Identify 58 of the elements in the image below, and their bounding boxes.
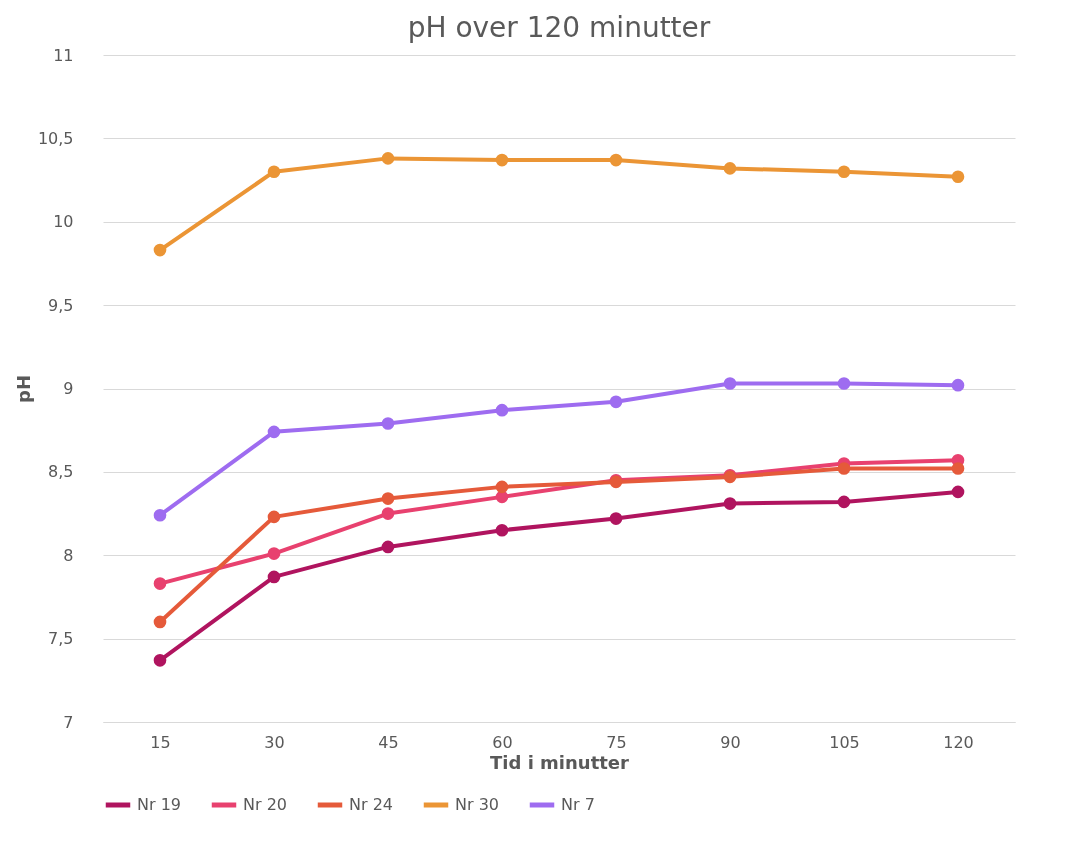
x-tick-label: 90 [720,732,741,752]
point [609,395,623,409]
x-tick-label: 75 [606,732,627,752]
x-tick-label: 30 [264,732,285,752]
point [267,425,281,439]
point [153,508,167,522]
point [951,378,965,392]
point [951,485,965,499]
point [495,153,509,167]
legend-label: Nr 7 [561,795,595,814]
y-axis-title: pH [12,375,34,403]
point [267,547,281,560]
point [609,512,623,525]
point [153,243,167,257]
point [381,417,395,430]
point [267,510,281,524]
y-tick-label: 8 [63,545,74,565]
x-tick-label: 45 [378,732,399,752]
point [837,462,851,475]
point [837,377,851,390]
point [153,615,167,629]
point [951,170,965,184]
y-tick-label: 10 [53,212,74,232]
y-tick-label: 10,5 [37,128,74,148]
x-tick-label: 120 [943,732,974,752]
point [153,653,167,667]
x-tick-label: 105 [829,732,860,752]
x-tick-label: 60 [492,732,513,752]
y-tick-label: 11 [53,45,74,65]
point [153,577,167,590]
point [267,165,281,179]
point [495,523,509,537]
point [381,492,395,505]
point [495,480,509,494]
point [267,570,281,584]
point [495,403,509,417]
point [723,162,737,175]
point [837,165,851,179]
legend-label: Nr 30 [455,795,499,814]
y-tick-label: 7,5 [48,629,74,649]
legend-label: Nr 19 [137,795,181,814]
y-tick-label: 8,5 [48,462,74,482]
y-tick-label: 9,5 [48,295,74,315]
point [951,462,965,475]
point [381,152,395,165]
y-tick-label: 9 [63,379,74,398]
point [723,377,737,390]
chart-title: pH over 120 minutter [407,11,711,44]
point [837,495,851,509]
x-axis-title: Tid i minutter [490,751,630,773]
point [381,540,395,554]
y-tick-label: 7 [63,712,74,732]
legend-label: Nr 24 [349,795,393,814]
point [609,153,623,167]
legend-label: Nr 20 [243,795,287,814]
point [381,507,395,520]
x-tick-label: 15 [150,732,171,752]
point [723,497,737,510]
